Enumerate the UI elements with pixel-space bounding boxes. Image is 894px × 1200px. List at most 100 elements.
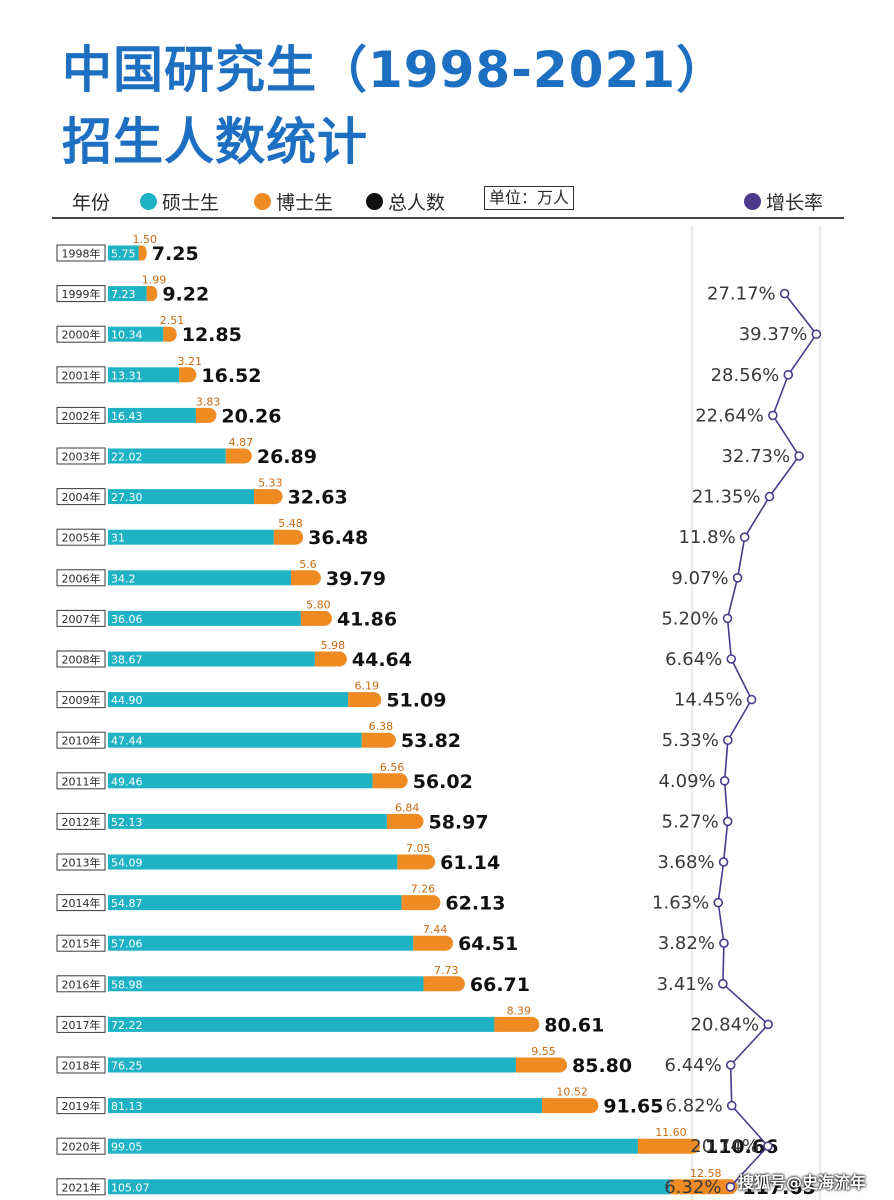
phd-bar-joint	[273, 529, 282, 545]
growth-point	[746, 694, 757, 705]
master-value-label: 38.67	[111, 654, 143, 667]
year-label-box	[56, 853, 106, 871]
phd-swatch-icon	[254, 193, 271, 210]
legend-master: 硕士生	[140, 188, 219, 215]
total-value-label: 32.63	[288, 487, 348, 509]
legend-unit: 单位：万人	[484, 186, 575, 210]
growth-value-label: 4.09%	[658, 771, 715, 792]
year-label: 2018年	[62, 1059, 101, 1073]
growth-point	[725, 1182, 736, 1192]
phd-value-label: 4.87	[229, 436, 254, 449]
year-label: 2012年	[62, 815, 101, 829]
master-bar	[108, 1179, 671, 1195]
phd-bar	[401, 895, 441, 911]
growth-value-label: 39.37%	[739, 324, 808, 345]
phd-bar-joint	[300, 610, 309, 626]
phd-bar	[348, 692, 382, 708]
phd-bar-joint	[163, 326, 171, 342]
growth-value-label: 20.84%	[691, 1014, 760, 1035]
phd-value-label: 3.83	[196, 395, 221, 408]
total-value-label: 44.64	[352, 649, 412, 671]
growth-value-label: 1.63%	[652, 893, 709, 914]
phd-bar-joint	[138, 245, 143, 261]
total-value-label: 36.48	[308, 527, 368, 549]
year-label-box	[56, 609, 106, 627]
master-value-label: 27.30	[111, 491, 143, 504]
year-label: 2002年	[62, 409, 101, 423]
phd-bar	[423, 976, 465, 992]
year-label-box	[56, 934, 106, 952]
phd-value-label: 1.99	[142, 274, 167, 287]
total-value-label: 80.61	[544, 1014, 604, 1036]
legend-year: 年份	[72, 188, 110, 215]
watermark: 搜狐号@史海流年	[738, 1173, 867, 1192]
legend-total-label: 总人数	[388, 192, 446, 214]
total-value-label: 20.26	[221, 405, 281, 427]
master-value-label: 5.75	[111, 248, 136, 261]
master-bar	[108, 367, 180, 383]
phd-bar-joint	[254, 489, 263, 505]
year-label-box	[56, 691, 106, 709]
total-value-label: 16.52	[201, 365, 261, 387]
growth-value-label: 32.73%	[721, 446, 790, 467]
legend-master-label: 硕士生	[162, 192, 220, 214]
growth-point	[726, 1100, 737, 1111]
growth-point	[723, 735, 733, 746]
total-value-label: 12.85	[182, 324, 242, 346]
year-label: 2007年	[62, 612, 101, 626]
chart-title-line-2: 招生人数统计	[62, 113, 368, 171]
total-value-label: 39.79	[326, 568, 386, 590]
growth-point	[726, 654, 737, 664]
phd-bar	[542, 1098, 599, 1114]
master-value-label: 36.06	[111, 613, 143, 626]
phd-bar-joint	[314, 651, 323, 667]
year-label-box	[56, 1015, 106, 1033]
phd-bar-joint	[372, 773, 381, 789]
phd-bar-joint	[146, 286, 153, 302]
year-label-box	[56, 975, 106, 993]
growth-point	[732, 572, 743, 583]
growth-point	[719, 938, 729, 949]
phd-value-label: 2.51	[160, 314, 185, 327]
year-label: 2013年	[62, 856, 101, 870]
growth-value-label: 3.68%	[657, 852, 714, 873]
year-label-box	[56, 366, 106, 384]
growth-swatch-icon	[744, 193, 761, 210]
master-bar	[108, 1057, 516, 1073]
year-label: 2010年	[62, 734, 101, 748]
growth-value-label: 3.82%	[658, 933, 715, 954]
master-value-label: 54.87	[111, 897, 143, 910]
master-value-label: 49.46	[111, 775, 143, 788]
growth-point	[718, 857, 729, 867]
growth-value-label: 11.8%	[678, 527, 735, 548]
legend-phd: 博士生	[254, 188, 333, 215]
phd-value-label: 7.73	[434, 964, 459, 977]
growth-value-label: 28.56%	[711, 365, 780, 386]
master-value-label: 52.13	[111, 816, 143, 829]
growth-point	[725, 1060, 736, 1070]
year-label-box	[56, 285, 106, 303]
phd-bar	[670, 1179, 738, 1195]
phd-bar	[361, 732, 396, 748]
growth-value-label: 5.33%	[662, 730, 719, 751]
growth-value-label: 6.32%	[664, 1177, 721, 1198]
growth-value-label: 14.45%	[674, 690, 743, 711]
master-value-label: 72.22	[111, 1019, 143, 1032]
phd-bar-joint	[401, 895, 410, 911]
phd-bar-joint	[225, 448, 234, 464]
growth-value-label: 9.07%	[671, 568, 728, 589]
master-value-label: 7.23	[111, 288, 136, 301]
total-value-label: 58.97	[428, 811, 488, 833]
phd-bar-joint	[179, 367, 188, 383]
master-bar	[108, 326, 164, 342]
legend-total: 总人数	[366, 188, 445, 215]
phd-bar-joint	[515, 1057, 524, 1073]
growth-point	[719, 775, 730, 786]
year-label-box	[56, 894, 106, 912]
growth-value-label: 6.64%	[665, 649, 722, 670]
year-label-box	[56, 244, 106, 262]
master-value-label: 54.09	[111, 857, 143, 870]
master-bar	[108, 610, 301, 626]
chart-title-line-1: 中国研究生（1998-2021）	[62, 41, 728, 99]
phd-bar-joint	[386, 813, 395, 829]
